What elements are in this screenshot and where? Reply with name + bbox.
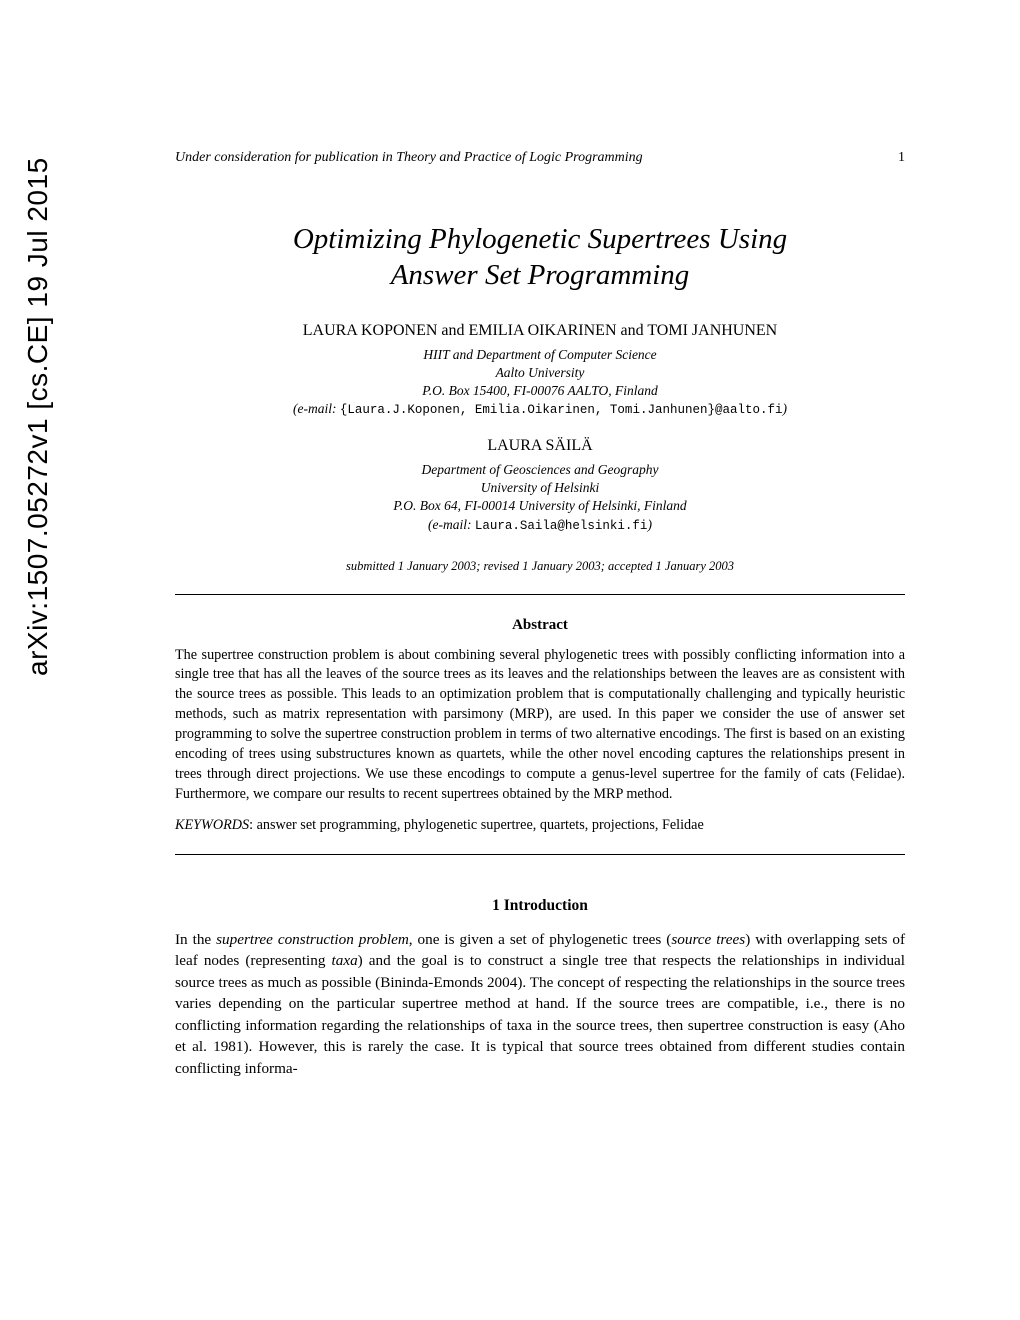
email1-address: {Laura.J.Koponen, Emilia.Oikarinen, Tomi…: [340, 403, 783, 417]
affil1-email: (e-mail: {Laura.J.Koponen, Emilia.Oikari…: [175, 400, 905, 419]
running-head-text: Under consideration for publication in T…: [175, 150, 643, 166]
authors-secondary: LAURA SÄILÄ: [175, 437, 905, 455]
affil1-line2: Aalto University: [175, 364, 905, 382]
intro-term-3: taxa: [332, 952, 358, 969]
affil2-line2: University of Helsinki: [175, 479, 905, 497]
affil2-line1: Department of Geosciences and Geography: [175, 461, 905, 479]
keywords: KEYWORDS: answer set programming, phylog…: [175, 817, 905, 834]
paper-title: Optimizing Phylogenetic Supertrees Using…: [175, 221, 905, 294]
affil2-line3: P.O. Box 64, FI-00014 University of Hels…: [175, 497, 905, 515]
title-line-1: Optimizing Phylogenetic Supertrees Using: [175, 221, 905, 257]
running-head: Under consideration for publication in T…: [175, 150, 905, 166]
intro-text-b: , one is given a set of phylogenetic tre…: [409, 931, 672, 948]
intro-term-2: source trees: [671, 931, 745, 948]
email-label: e-mail:: [298, 401, 337, 416]
intro-paragraph: In the supertree construction problem, o…: [175, 929, 905, 1080]
intro-term-1: supertree construction problem: [216, 931, 409, 948]
affil2-email: (e-mail: Laura.Saila@helsinki.fi): [175, 516, 905, 535]
affiliation-primary: HIIT and Department of Computer Science …: [175, 346, 905, 420]
page-number: 1: [898, 150, 905, 166]
intro-text-d: ) and the goal is to construct a single …: [175, 952, 905, 1077]
section-heading-intro: 1 Introduction: [175, 897, 905, 915]
abstract-heading: Abstract: [175, 617, 905, 634]
submission-dates: submitted 1 January 2003; revised 1 Janu…: [175, 559, 905, 574]
arxiv-stamp: arXiv:1507.05272v1 [cs.CE] 19 Jul 2015: [22, 157, 54, 676]
email-label: e-mail:: [433, 517, 472, 532]
page-content: Under consideration for publication in T…: [175, 0, 905, 1080]
title-line-2: Answer Set Programming: [175, 257, 905, 293]
keywords-text: : answer set programming, phylogenetic s…: [249, 817, 704, 833]
abstract-text: The supertree construction problem is ab…: [175, 646, 905, 805]
keywords-label: KEYWORDS: [175, 817, 249, 833]
affiliation-secondary: Department of Geosciences and Geography …: [175, 461, 905, 535]
horizontal-rule: [175, 594, 905, 595]
horizontal-rule: [175, 854, 905, 855]
affil1-line1: HIIT and Department of Computer Science: [175, 346, 905, 364]
affil1-line3: P.O. Box 15400, FI-00076 AALTO, Finland: [175, 382, 905, 400]
intro-text-a: In the: [175, 931, 216, 948]
authors-primary: LAURA KOPONEN and EMILIA OIKARINEN and T…: [175, 322, 905, 340]
email2-address: Laura.Saila@helsinki.fi: [475, 519, 648, 533]
